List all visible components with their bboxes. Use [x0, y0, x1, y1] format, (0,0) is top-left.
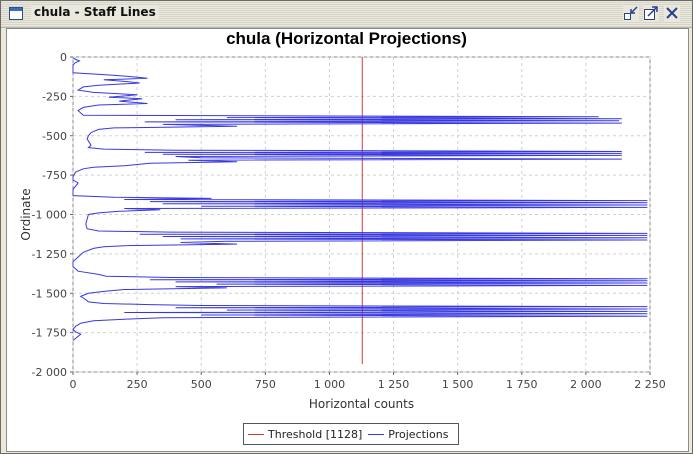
window-title: chula - Staff Lines — [31, 5, 159, 19]
legend-item-threshold: Threshold [1128] — [248, 428, 362, 441]
y-tick-label: -2 000 — [32, 366, 67, 379]
x-tick-label: 2 000 — [570, 378, 602, 391]
x-tick-label: 1 000 — [314, 378, 346, 391]
legend-label-threshold: Threshold [1128] — [268, 427, 363, 441]
x-tick-label: 0 — [70, 378, 77, 391]
y-tick-label: -500 — [42, 130, 67, 143]
x-axis-label: Horizontal counts — [309, 397, 414, 411]
legend-item-projections: Projections — [368, 428, 448, 441]
chart-title: chula (Horizontal Projections) — [226, 29, 467, 48]
chart-legend: Threshold [1128] Projections — [243, 423, 460, 445]
window-icon — [9, 7, 23, 20]
minimize-button[interactable] — [623, 5, 639, 21]
x-tick-label: 750 — [255, 378, 276, 391]
maximize-icon — [644, 6, 658, 20]
legend-swatch-threshold — [248, 433, 264, 435]
x-tick-label: 1 250 — [378, 378, 410, 391]
y-tick-label: -1 000 — [32, 209, 67, 222]
y-tick-label: -1 750 — [32, 327, 67, 340]
y-tick-label: 0 — [60, 51, 67, 64]
x-tick-label: 500 — [191, 378, 212, 391]
y-tick-label: -250 — [42, 90, 67, 103]
y-axis-label: Ordinate — [19, 188, 33, 240]
x-tick-label: 1 500 — [442, 378, 474, 391]
y-tick-label: -1 500 — [32, 287, 67, 300]
y-tick-label: -750 — [42, 169, 67, 182]
legend-label-projections: Projections — [388, 427, 449, 441]
x-tick-label: 2 250 — [634, 378, 666, 391]
close-icon — [666, 7, 678, 19]
close-button[interactable] — [664, 5, 680, 21]
legend-swatch-projections — [368, 433, 385, 435]
minimize-icon — [624, 6, 638, 20]
window-titlebar[interactable]: chula - Staff Lines — [1, 1, 692, 28]
y-tick-label: -1 250 — [32, 248, 67, 261]
x-tick-label: 250 — [127, 378, 148, 391]
maximize-button[interactable] — [643, 5, 659, 21]
x-tick-label: 1 750 — [506, 378, 538, 391]
projections-series-line — [72, 57, 648, 341]
